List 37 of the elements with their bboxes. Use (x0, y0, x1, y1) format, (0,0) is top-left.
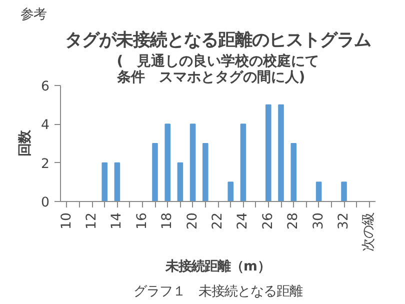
bar (177, 162, 184, 202)
bar (278, 104, 284, 202)
x-tick-label: 20 (185, 212, 200, 230)
bar (240, 124, 246, 202)
y-tick-label: 0 (41, 196, 50, 210)
y-axis-title: 回数 (18, 130, 34, 156)
bar (152, 143, 158, 202)
text: グラフ１ 未接続となる距離 (134, 284, 302, 300)
bar (190, 124, 196, 202)
x-tick-label: 30 (311, 212, 326, 230)
y-tick-label: 2 (41, 156, 50, 172)
bar (341, 182, 347, 202)
x-tick-label: 14 (110, 212, 125, 230)
y-tick-label: 4 (41, 118, 50, 134)
chart-subtitle: ( 見通しの良い学校の校庭にて条件 スマホとタグの間に人) (116, 52, 320, 86)
x-tick-label: 22 (210, 212, 226, 230)
bar (290, 143, 296, 202)
x-tick-label: 32 (336, 212, 352, 230)
x-tick-label: 次の級 (362, 212, 377, 252)
bar (228, 182, 234, 202)
y-tick-label: 6 (41, 80, 50, 94)
bar (102, 162, 108, 202)
x-axis-title: 未接続距離（m） (164, 258, 270, 274)
x-tick-label: 18 (160, 212, 176, 230)
text: 参考 (20, 8, 46, 22)
bar (164, 124, 170, 202)
bar (266, 104, 272, 202)
x-tick-label: 10 (59, 212, 74, 230)
x-tick-label: 26 (260, 212, 276, 230)
bar (202, 143, 208, 202)
bar (316, 182, 322, 202)
x-tick-label: 24 (236, 212, 251, 230)
x-tick-label: 12 (84, 212, 100, 230)
chart-title: タグが未接続となる距離のヒストグラム (65, 30, 371, 50)
x-tick-label: 28 (286, 212, 302, 230)
bar (114, 162, 120, 202)
x-tick-label: 16 (134, 212, 150, 230)
